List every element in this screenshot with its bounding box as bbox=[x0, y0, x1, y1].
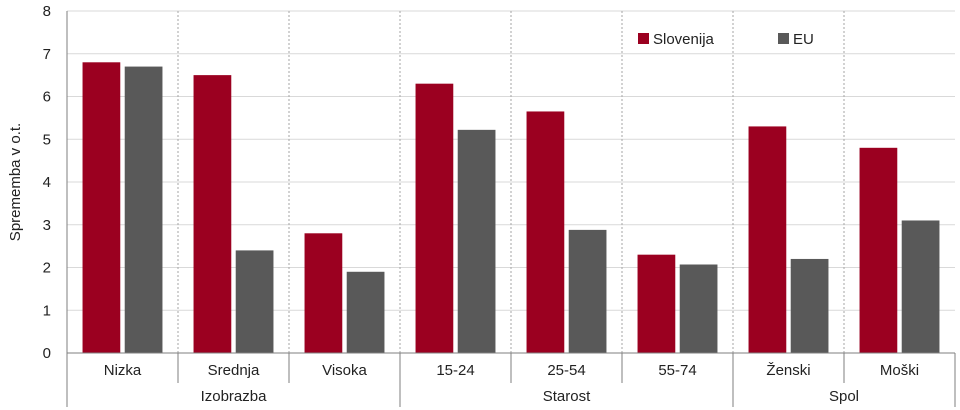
y-tick-label: 1 bbox=[43, 302, 51, 319]
y-tick-label: 5 bbox=[43, 131, 51, 148]
bar-eu bbox=[901, 220, 940, 353]
axes bbox=[66, 11, 956, 407]
y-tick-label: 0 bbox=[43, 345, 51, 362]
x-category-label: Moški bbox=[880, 362, 919, 379]
bars bbox=[82, 62, 940, 354]
x-category-label: Ženski bbox=[766, 362, 810, 379]
x-category-label: 55-74 bbox=[658, 362, 696, 379]
bar-slovenija bbox=[415, 83, 454, 354]
bar-eu bbox=[457, 129, 496, 353]
bar-slovenija bbox=[193, 75, 232, 353]
y-tick-label: 3 bbox=[43, 217, 51, 234]
y-tick-label: 2 bbox=[43, 260, 51, 277]
x-category-label: Srednja bbox=[208, 362, 260, 379]
x-category-label: 15-24 bbox=[436, 362, 474, 379]
legend-swatch-slovenija bbox=[638, 33, 649, 44]
bar-eu bbox=[679, 264, 718, 353]
legend-label-slovenija: Slovenija bbox=[653, 31, 715, 48]
y-tick-label: 4 bbox=[43, 174, 51, 191]
bar-eu bbox=[568, 229, 607, 353]
bar-slovenija bbox=[637, 254, 676, 353]
legend-swatch-eu bbox=[778, 33, 789, 44]
group-labels: Izobrazba Starost Spol bbox=[201, 388, 859, 405]
bar-eu bbox=[124, 66, 163, 353]
y-axis-title: Sprememba v o.t. bbox=[7, 123, 24, 241]
bar-slovenija bbox=[82, 62, 121, 354]
x-category-label: Visoka bbox=[322, 362, 367, 379]
bar-slovenija bbox=[304, 233, 343, 353]
y-tick-labels: 0 1 2 3 4 5 6 7 8 bbox=[43, 3, 51, 362]
bar-slovenija bbox=[859, 147, 898, 353]
x-category-label: Nizka bbox=[104, 362, 142, 379]
x-group-label: Starost bbox=[543, 388, 591, 405]
bar-slovenija bbox=[526, 111, 565, 354]
category-separators bbox=[177, 11, 845, 353]
x-group-label: Spol bbox=[829, 388, 859, 405]
bar-eu bbox=[790, 258, 829, 353]
y-tick-label: 7 bbox=[43, 46, 51, 63]
category-labels: Nizka Srednja Visoka 15-24 25-54 55-74 Ženski M… bbox=[104, 362, 919, 379]
y-tick-label: 6 bbox=[43, 89, 51, 106]
legend: Slovenija EU bbox=[638, 31, 814, 48]
bar-eu bbox=[235, 250, 274, 353]
x-group-label: Izobrazba bbox=[201, 388, 268, 405]
y-tick-label: 8 bbox=[43, 3, 51, 20]
bar-slovenija bbox=[748, 126, 787, 353]
legend-label-eu: EU bbox=[793, 31, 814, 48]
bar-eu bbox=[346, 271, 385, 353]
x-category-label: 25-54 bbox=[547, 362, 585, 379]
